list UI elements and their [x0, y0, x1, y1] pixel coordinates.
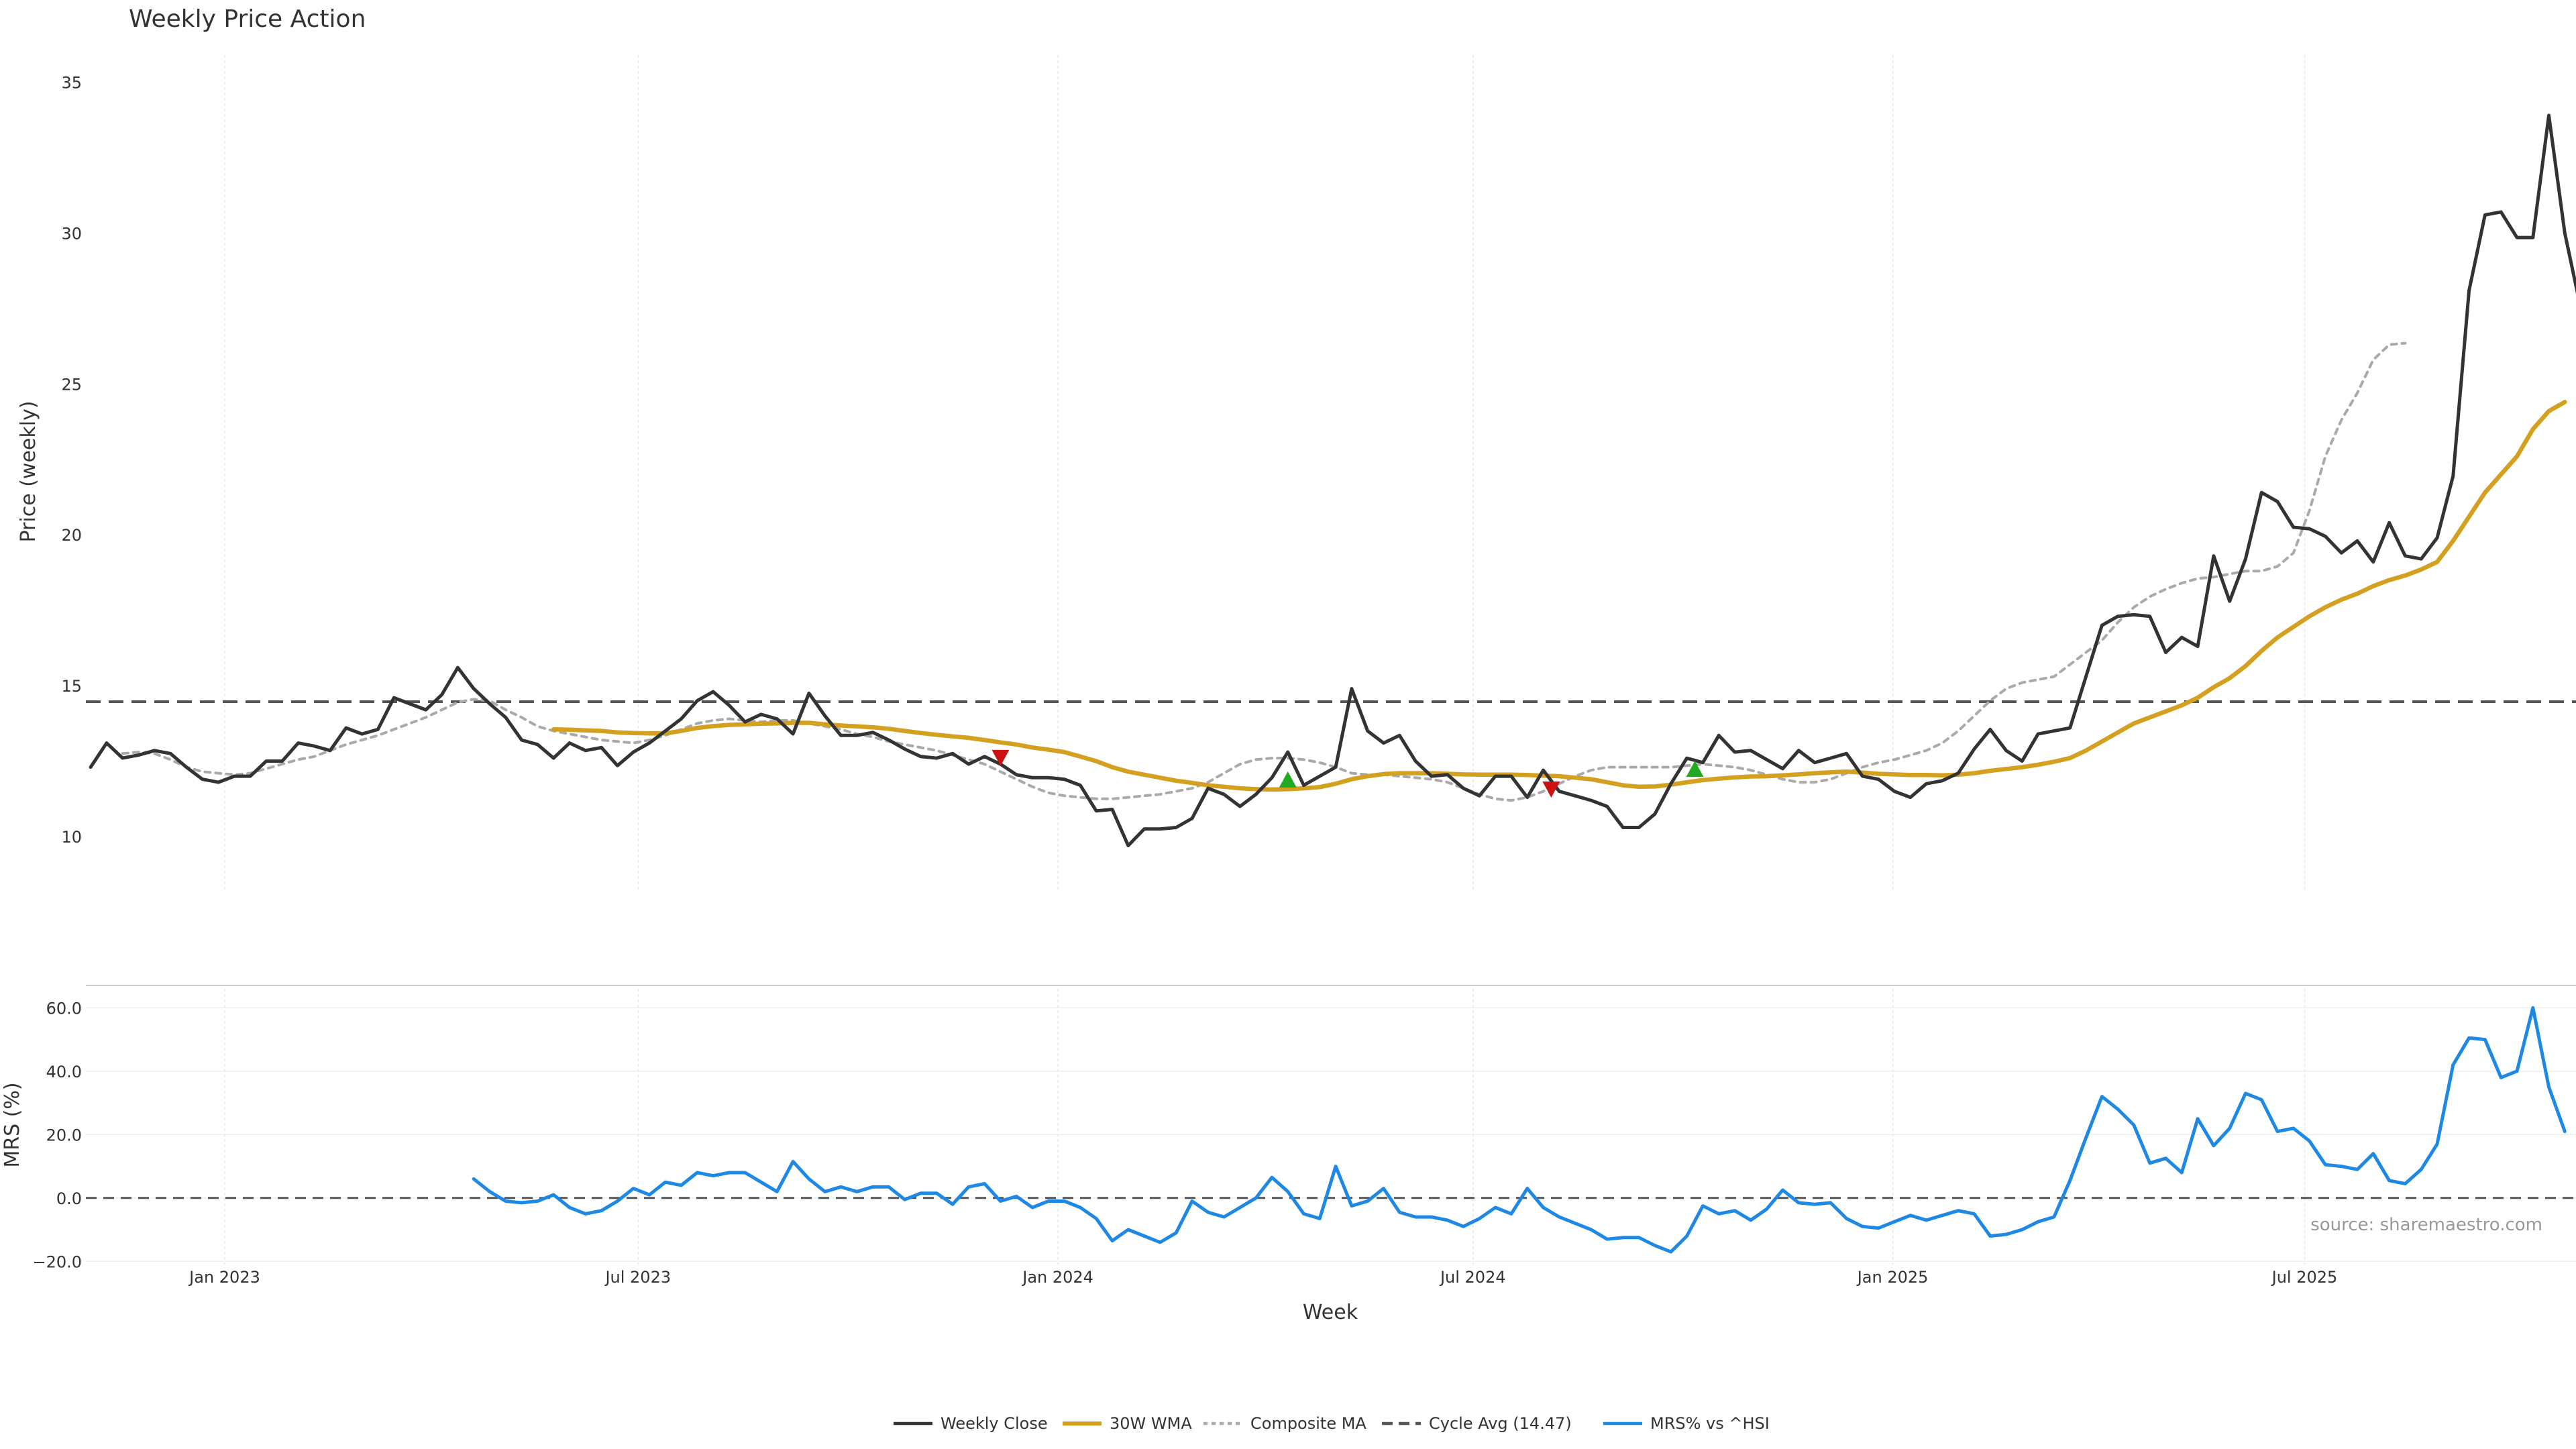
mrs-y-label: MRS (%): [1, 1082, 24, 1167]
legend-label: Cycle Avg (14.47): [1429, 1414, 1572, 1433]
mrs-y-tick-label: 40.0: [46, 1063, 82, 1081]
price-y-ticks: 10 15 20 25 30 35: [61, 73, 82, 847]
sell-signal-marker: [991, 749, 1010, 766]
x-tick-label: Jan 2023: [188, 1268, 260, 1287]
legend: Weekly Close 30W WMA Composite MA Cycle Avg…: [894, 1414, 1770, 1433]
chart-title: Weekly Price Action: [129, 5, 366, 33]
price-y-tick-label: 10: [61, 828, 82, 847]
x-tick-label: Jul 2025: [2271, 1268, 2338, 1287]
signal-markers: [991, 749, 1704, 798]
x-axis-label: Week: [1303, 1301, 1358, 1324]
weekly-close-line: [89, 113, 2576, 847]
price-lines: [86, 113, 2576, 847]
x-tick-label: Jan 2024: [1021, 1268, 1093, 1287]
price-y-tick-label: 25: [61, 375, 82, 394]
legend-label: Weekly Close: [941, 1414, 1048, 1433]
x-tick-label: Jul 2024: [1439, 1268, 1506, 1287]
price-y-tick-label: 30: [61, 224, 82, 243]
x-ticks: Jan 2023 Jul 2023 Jan 2024 Jul 2024 Jan 2025…: [188, 1268, 2337, 1287]
mrs-lines: [86, 1006, 2576, 1254]
buy-signal-marker: [1686, 761, 1704, 777]
legend-item: Weekly Close: [894, 1414, 1048, 1433]
price-y-tick-label: 35: [61, 73, 82, 92]
price-grid: [224, 55, 2306, 891]
mrs-y-tick-label: 20.0: [46, 1126, 82, 1144]
legend-item: Composite MA: [1203, 1414, 1366, 1433]
x-tick-label: Jan 2025: [1856, 1268, 1929, 1287]
mrs-y-tick-label: −20.0: [32, 1252, 82, 1271]
sell-signal-marker: [1542, 782, 1560, 798]
legend-label: MRS% vs ^HSI: [1650, 1414, 1770, 1433]
mrs-y-tick-label: 60.0: [46, 999, 82, 1018]
legend-label: 30W WMA: [1110, 1414, 1192, 1433]
mrs-y-tick-label: 0.0: [56, 1189, 82, 1208]
legend-item: MRS% vs ^HSI: [1603, 1414, 1770, 1433]
mrs-y-ticks: −20.0 0.0 20.0 40.0 60.0: [32, 999, 82, 1271]
legend-item: 30W WMA: [1063, 1414, 1192, 1433]
buy-signal-marker: [1279, 771, 1297, 788]
composite-ma-line: [121, 341, 2407, 802]
mrs-line: [472, 1006, 2567, 1254]
price-y-tick-label: 20: [61, 526, 82, 545]
source-label: source: sharemaestro.com: [2310, 1215, 2542, 1235]
price-y-label: Price (weekly): [17, 400, 40, 542]
x-tick-label: Jul 2023: [604, 1268, 671, 1287]
legend-item: Cycle Avg (14.47): [1382, 1414, 1572, 1433]
wma-30w-line: [551, 400, 2567, 792]
legend-label: Composite MA: [1250, 1414, 1366, 1433]
price-y-tick-label: 15: [61, 677, 82, 696]
